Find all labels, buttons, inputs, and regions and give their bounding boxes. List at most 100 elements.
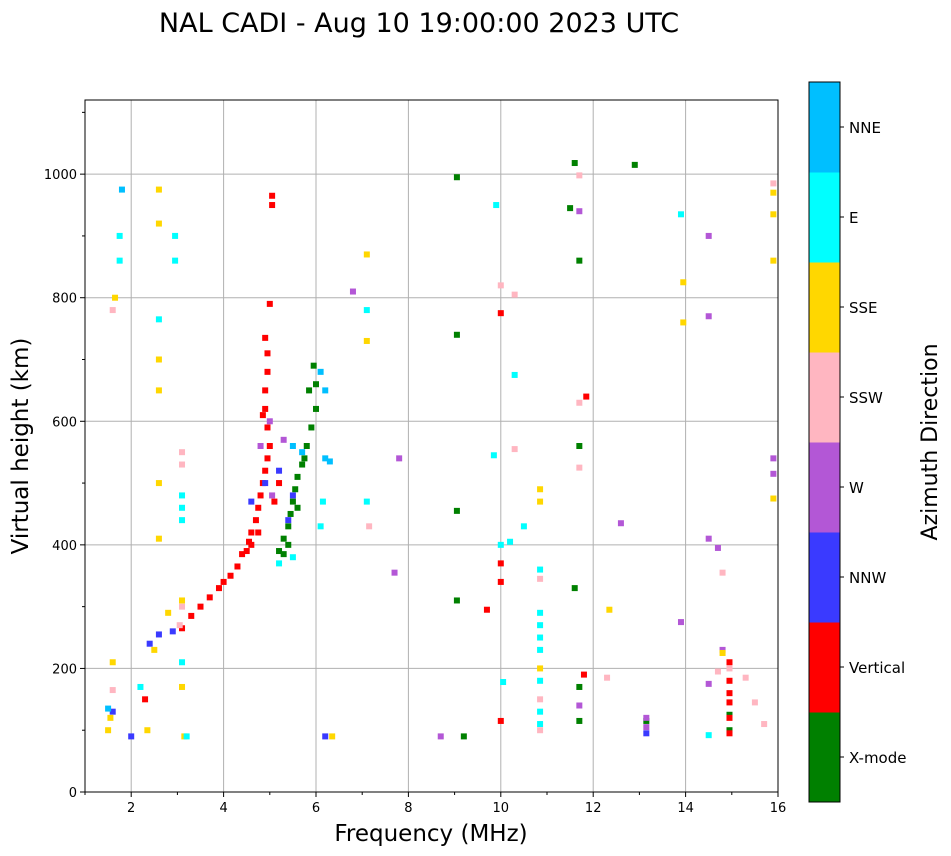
data-point-x-mode [453, 597, 460, 604]
colorbar-swatch-nne [809, 82, 840, 173]
data-point-x-mode [294, 473, 301, 480]
data-point-x-mode [453, 174, 460, 181]
x-tick-label: 12 [585, 801, 602, 816]
data-point-ssw [770, 180, 777, 187]
colorbar-swatch-e [809, 172, 840, 263]
data-point-x-mode [306, 387, 313, 394]
data-point-x-mode [460, 733, 467, 740]
colorbar-label: E [849, 209, 858, 227]
data-point-nnw [146, 640, 153, 647]
data-point-x-mode [453, 331, 460, 338]
data-point-nnw [643, 730, 650, 737]
data-point-ssw [576, 464, 583, 471]
data-point-e [172, 257, 179, 264]
data-points [105, 160, 777, 740]
data-point-vertical [276, 480, 283, 487]
data-point-e [705, 732, 712, 739]
data-point-e [172, 232, 179, 239]
data-point-vertical [497, 560, 504, 567]
data-point-ssw [176, 622, 183, 629]
data-point-vertical [257, 492, 264, 499]
data-point-e [537, 609, 544, 616]
y-tick-label: 600 [52, 415, 77, 430]
y-tick-label: 800 [52, 292, 77, 307]
data-point-vertical [246, 538, 253, 545]
data-point-nne [105, 705, 112, 712]
data-point-vertical [262, 467, 269, 474]
data-point-x-mode [576, 683, 583, 690]
data-point-vertical [497, 578, 504, 585]
y-axis-label: Virtual height (km) [8, 338, 34, 555]
colorbar-swatch-sse [809, 262, 840, 353]
data-point-nne [118, 186, 125, 193]
data-point-vertical [255, 504, 262, 511]
data-point-ssw [179, 449, 186, 456]
data-point-e [537, 708, 544, 715]
colorbar-swatch-ssw [809, 352, 840, 443]
data-point-vertical [726, 699, 733, 706]
plot-frame [84, 99, 779, 793]
data-point-w [770, 470, 777, 477]
data-point-w [770, 455, 777, 462]
data-point-nnw [248, 498, 255, 505]
y-tick-label: 400 [52, 539, 77, 554]
data-point-vertical [497, 717, 504, 724]
data-point-e [537, 677, 544, 684]
data-point-ssw [109, 307, 116, 314]
data-point-sse [165, 609, 172, 616]
data-point-e [507, 538, 514, 545]
data-point-nnw [322, 733, 329, 740]
colorbar: X-mode Vertical NNW W SSW SSE E NNE [808, 81, 906, 803]
data-point-x-mode [576, 257, 583, 264]
data-point-w [349, 288, 356, 295]
data-point-e [537, 634, 544, 641]
colorbar-title: Azimuth Direction [918, 343, 943, 540]
data-point-x-mode [313, 381, 319, 388]
data-point-x-mode [280, 551, 287, 558]
data-point-sse [606, 606, 613, 613]
data-point-vertical [262, 405, 269, 412]
data-point-vertical [483, 606, 490, 613]
data-point-vertical [142, 696, 149, 703]
data-point-e [520, 523, 527, 530]
x-axis-ticks: 2 4 6 8 10 12 14 16 [84, 792, 786, 816]
data-point-vertical [243, 548, 250, 555]
data-point-x-mode [294, 504, 301, 511]
data-point-nnw [276, 467, 283, 474]
data-point-w [643, 714, 650, 721]
data-point-vertical [227, 572, 234, 579]
x-tick-label: 4 [219, 801, 227, 816]
colorbar-label: SSW [849, 389, 883, 407]
data-point-e [183, 733, 190, 740]
colorbar-swatch-x-mode [809, 712, 840, 803]
y-tick-label: 200 [52, 662, 77, 677]
data-point-w [391, 569, 398, 576]
data-point-ssw [511, 446, 518, 453]
data-point-x-mode [643, 717, 650, 724]
data-point-e [137, 683, 144, 690]
colorbar-swatch-nnw [809, 532, 840, 623]
data-point-sse [155, 480, 162, 487]
data-point-nnw [169, 628, 176, 635]
data-point-ssw [751, 699, 758, 706]
colorbar-label: X-mode [849, 749, 906, 767]
y-axis-ticks: 0 200 400 600 800 1000 [44, 111, 85, 801]
data-point-vertical [264, 350, 271, 357]
data-point-sse [155, 186, 162, 193]
data-point-x-mode [308, 424, 315, 431]
data-point-nne [299, 449, 306, 456]
data-point-w [705, 313, 712, 320]
data-point-ssw [179, 461, 186, 468]
data-point-vertical [264, 368, 271, 375]
data-point-sse [770, 189, 777, 196]
data-point-vertical [580, 671, 587, 678]
data-point-x-mode [571, 585, 578, 592]
data-point-e [317, 523, 324, 530]
data-point-x-mode [576, 443, 583, 449]
data-point-sse [770, 495, 777, 502]
data-point-e [511, 371, 518, 378]
data-point-vertical [206, 594, 213, 601]
data-point-w [705, 232, 712, 239]
data-point-ssw [537, 696, 544, 703]
